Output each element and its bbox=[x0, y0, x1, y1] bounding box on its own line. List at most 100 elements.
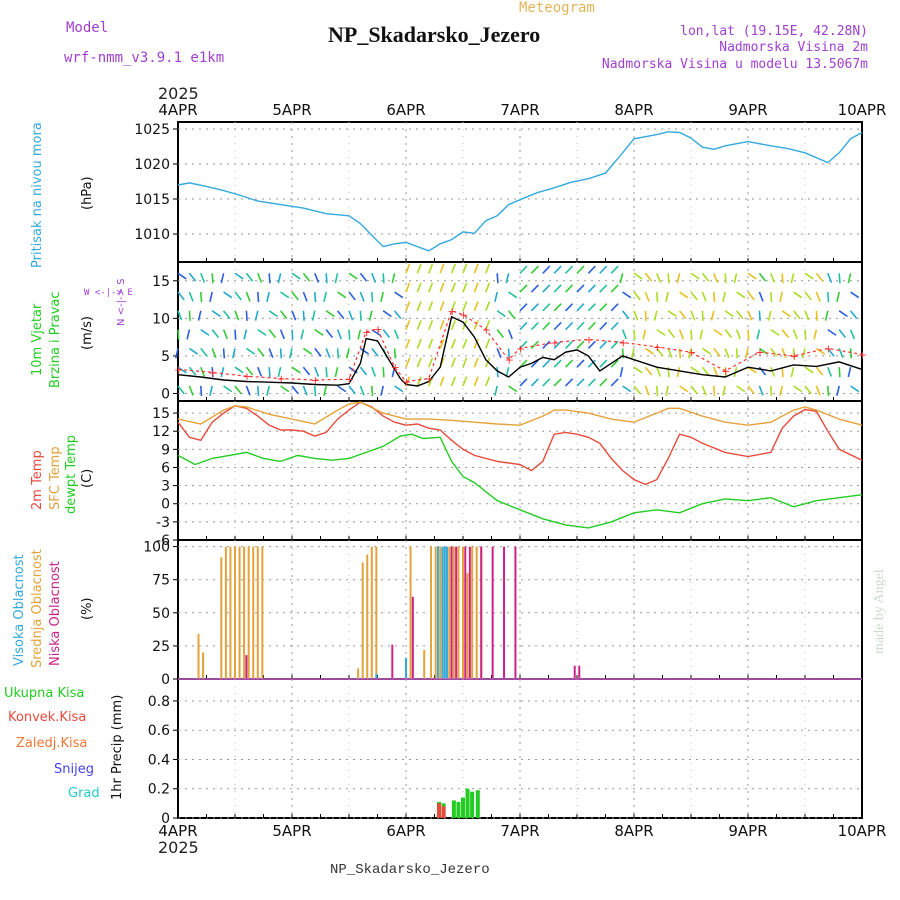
wind-barb bbox=[177, 272, 187, 280]
wind-barb bbox=[177, 366, 187, 374]
wind-barb bbox=[485, 338, 491, 349]
wind-barb bbox=[736, 385, 746, 393]
wind-barb bbox=[619, 273, 624, 284]
gust-mark: + bbox=[425, 372, 434, 385]
wind-barb bbox=[542, 321, 551, 331]
wind-barb bbox=[827, 291, 830, 303]
wind-barb bbox=[393, 348, 397, 359]
wind-barb bbox=[724, 367, 727, 378]
wind-barb bbox=[507, 329, 513, 340]
wind-barb bbox=[428, 320, 434, 330]
wind-barb bbox=[268, 329, 277, 338]
wind-barb bbox=[665, 385, 669, 396]
wind-barb bbox=[667, 310, 677, 318]
wind-barb bbox=[268, 273, 271, 284]
wind-barb bbox=[530, 378, 539, 387]
wind-barb bbox=[565, 340, 574, 349]
wind-barb bbox=[222, 348, 226, 359]
wind-barb bbox=[849, 310, 858, 320]
wind-barb bbox=[644, 385, 650, 396]
x-tick-label-top: 4APR bbox=[158, 101, 197, 119]
gust-mark: + bbox=[790, 350, 799, 363]
precip-bar bbox=[475, 790, 480, 818]
gust-mark: + bbox=[345, 373, 354, 386]
wind-barb bbox=[565, 303, 574, 312]
wind-barb bbox=[849, 348, 853, 359]
wind-barb bbox=[565, 265, 574, 274]
wind-barb bbox=[610, 340, 619, 349]
wind-barb bbox=[325, 348, 331, 359]
wind-barb bbox=[576, 340, 585, 349]
wind-barb bbox=[234, 385, 242, 395]
wind-barb bbox=[200, 347, 208, 357]
wind-barb bbox=[758, 385, 764, 396]
gust-mark: + bbox=[482, 324, 491, 337]
wind-barb bbox=[348, 291, 356, 301]
wind-barb bbox=[530, 284, 539, 293]
y-tick-label: 25 bbox=[152, 639, 170, 655]
model-elevation-label: Nadmorska Visina u modelu 13.5067m bbox=[601, 57, 868, 72]
precip-bar bbox=[456, 801, 461, 818]
wind-barb bbox=[542, 265, 551, 274]
wind-barb bbox=[587, 359, 596, 368]
series-line-pritisak-na-nivou-mora bbox=[177, 131, 863, 252]
wind-barb bbox=[450, 263, 456, 274]
meteogram-subtitle: Meteogram bbox=[519, 0, 595, 16]
wind-barb bbox=[781, 367, 784, 378]
wind-barb bbox=[314, 385, 317, 397]
wind-barb bbox=[291, 272, 301, 280]
wind-barb bbox=[371, 366, 377, 377]
wind-barb bbox=[824, 310, 829, 321]
wind-barb bbox=[188, 310, 191, 321]
wind-barb bbox=[838, 348, 844, 359]
wind-barb bbox=[280, 291, 290, 299]
wind-barb bbox=[197, 310, 202, 321]
wind-barb bbox=[200, 291, 203, 303]
wind-barb bbox=[405, 301, 411, 312]
wind-barb bbox=[268, 310, 278, 318]
wind-barb bbox=[530, 265, 539, 274]
series-line-sfc-temp bbox=[177, 401, 863, 426]
wind-barb bbox=[314, 366, 320, 377]
gust-mark: + bbox=[858, 348, 867, 361]
wind-barb bbox=[231, 348, 236, 359]
wind-barb bbox=[234, 291, 242, 301]
wind-barb bbox=[302, 310, 305, 321]
wind-barb bbox=[473, 320, 479, 330]
y-tick-label: 1025 bbox=[134, 122, 170, 138]
wind-barb bbox=[428, 301, 434, 312]
y-tick-label: -6 bbox=[156, 533, 170, 549]
wind-barb bbox=[428, 357, 434, 368]
wind-barb bbox=[496, 310, 506, 318]
wind-barb bbox=[676, 273, 681, 284]
wind-barb bbox=[245, 291, 251, 302]
wind-barb bbox=[405, 320, 411, 330]
wind-barb bbox=[610, 265, 619, 274]
wind-barb bbox=[792, 310, 801, 320]
wind-barb bbox=[394, 385, 404, 393]
y-tick-label: 15 bbox=[152, 274, 170, 290]
panel-frame-3 bbox=[177, 539, 863, 680]
wind-barb bbox=[724, 273, 727, 284]
wind-barb bbox=[519, 378, 528, 387]
model-label: Model bbox=[66, 20, 109, 36]
wind-barb bbox=[770, 272, 776, 283]
wind-barb bbox=[508, 291, 518, 299]
precip-label-4: Snijeg bbox=[54, 762, 94, 777]
wind-barb bbox=[519, 359, 528, 368]
wind-barb bbox=[633, 329, 636, 340]
wind-barb bbox=[542, 284, 551, 293]
wind-barb bbox=[724, 348, 730, 359]
x-tick-label-bottom: 6APR bbox=[386, 822, 425, 840]
wind-barb bbox=[288, 348, 293, 359]
wind-barb bbox=[416, 263, 422, 274]
wind-barb bbox=[770, 347, 778, 357]
wind-barb bbox=[439, 301, 445, 312]
wind-barb bbox=[393, 310, 402, 320]
wind-barb bbox=[177, 310, 183, 321]
precip-label-3: Zaledj.Kisa bbox=[16, 736, 88, 751]
wind-barb bbox=[630, 348, 635, 359]
wind-barb bbox=[291, 366, 301, 374]
wind-barb bbox=[245, 272, 254, 282]
wind-barb bbox=[622, 291, 632, 299]
